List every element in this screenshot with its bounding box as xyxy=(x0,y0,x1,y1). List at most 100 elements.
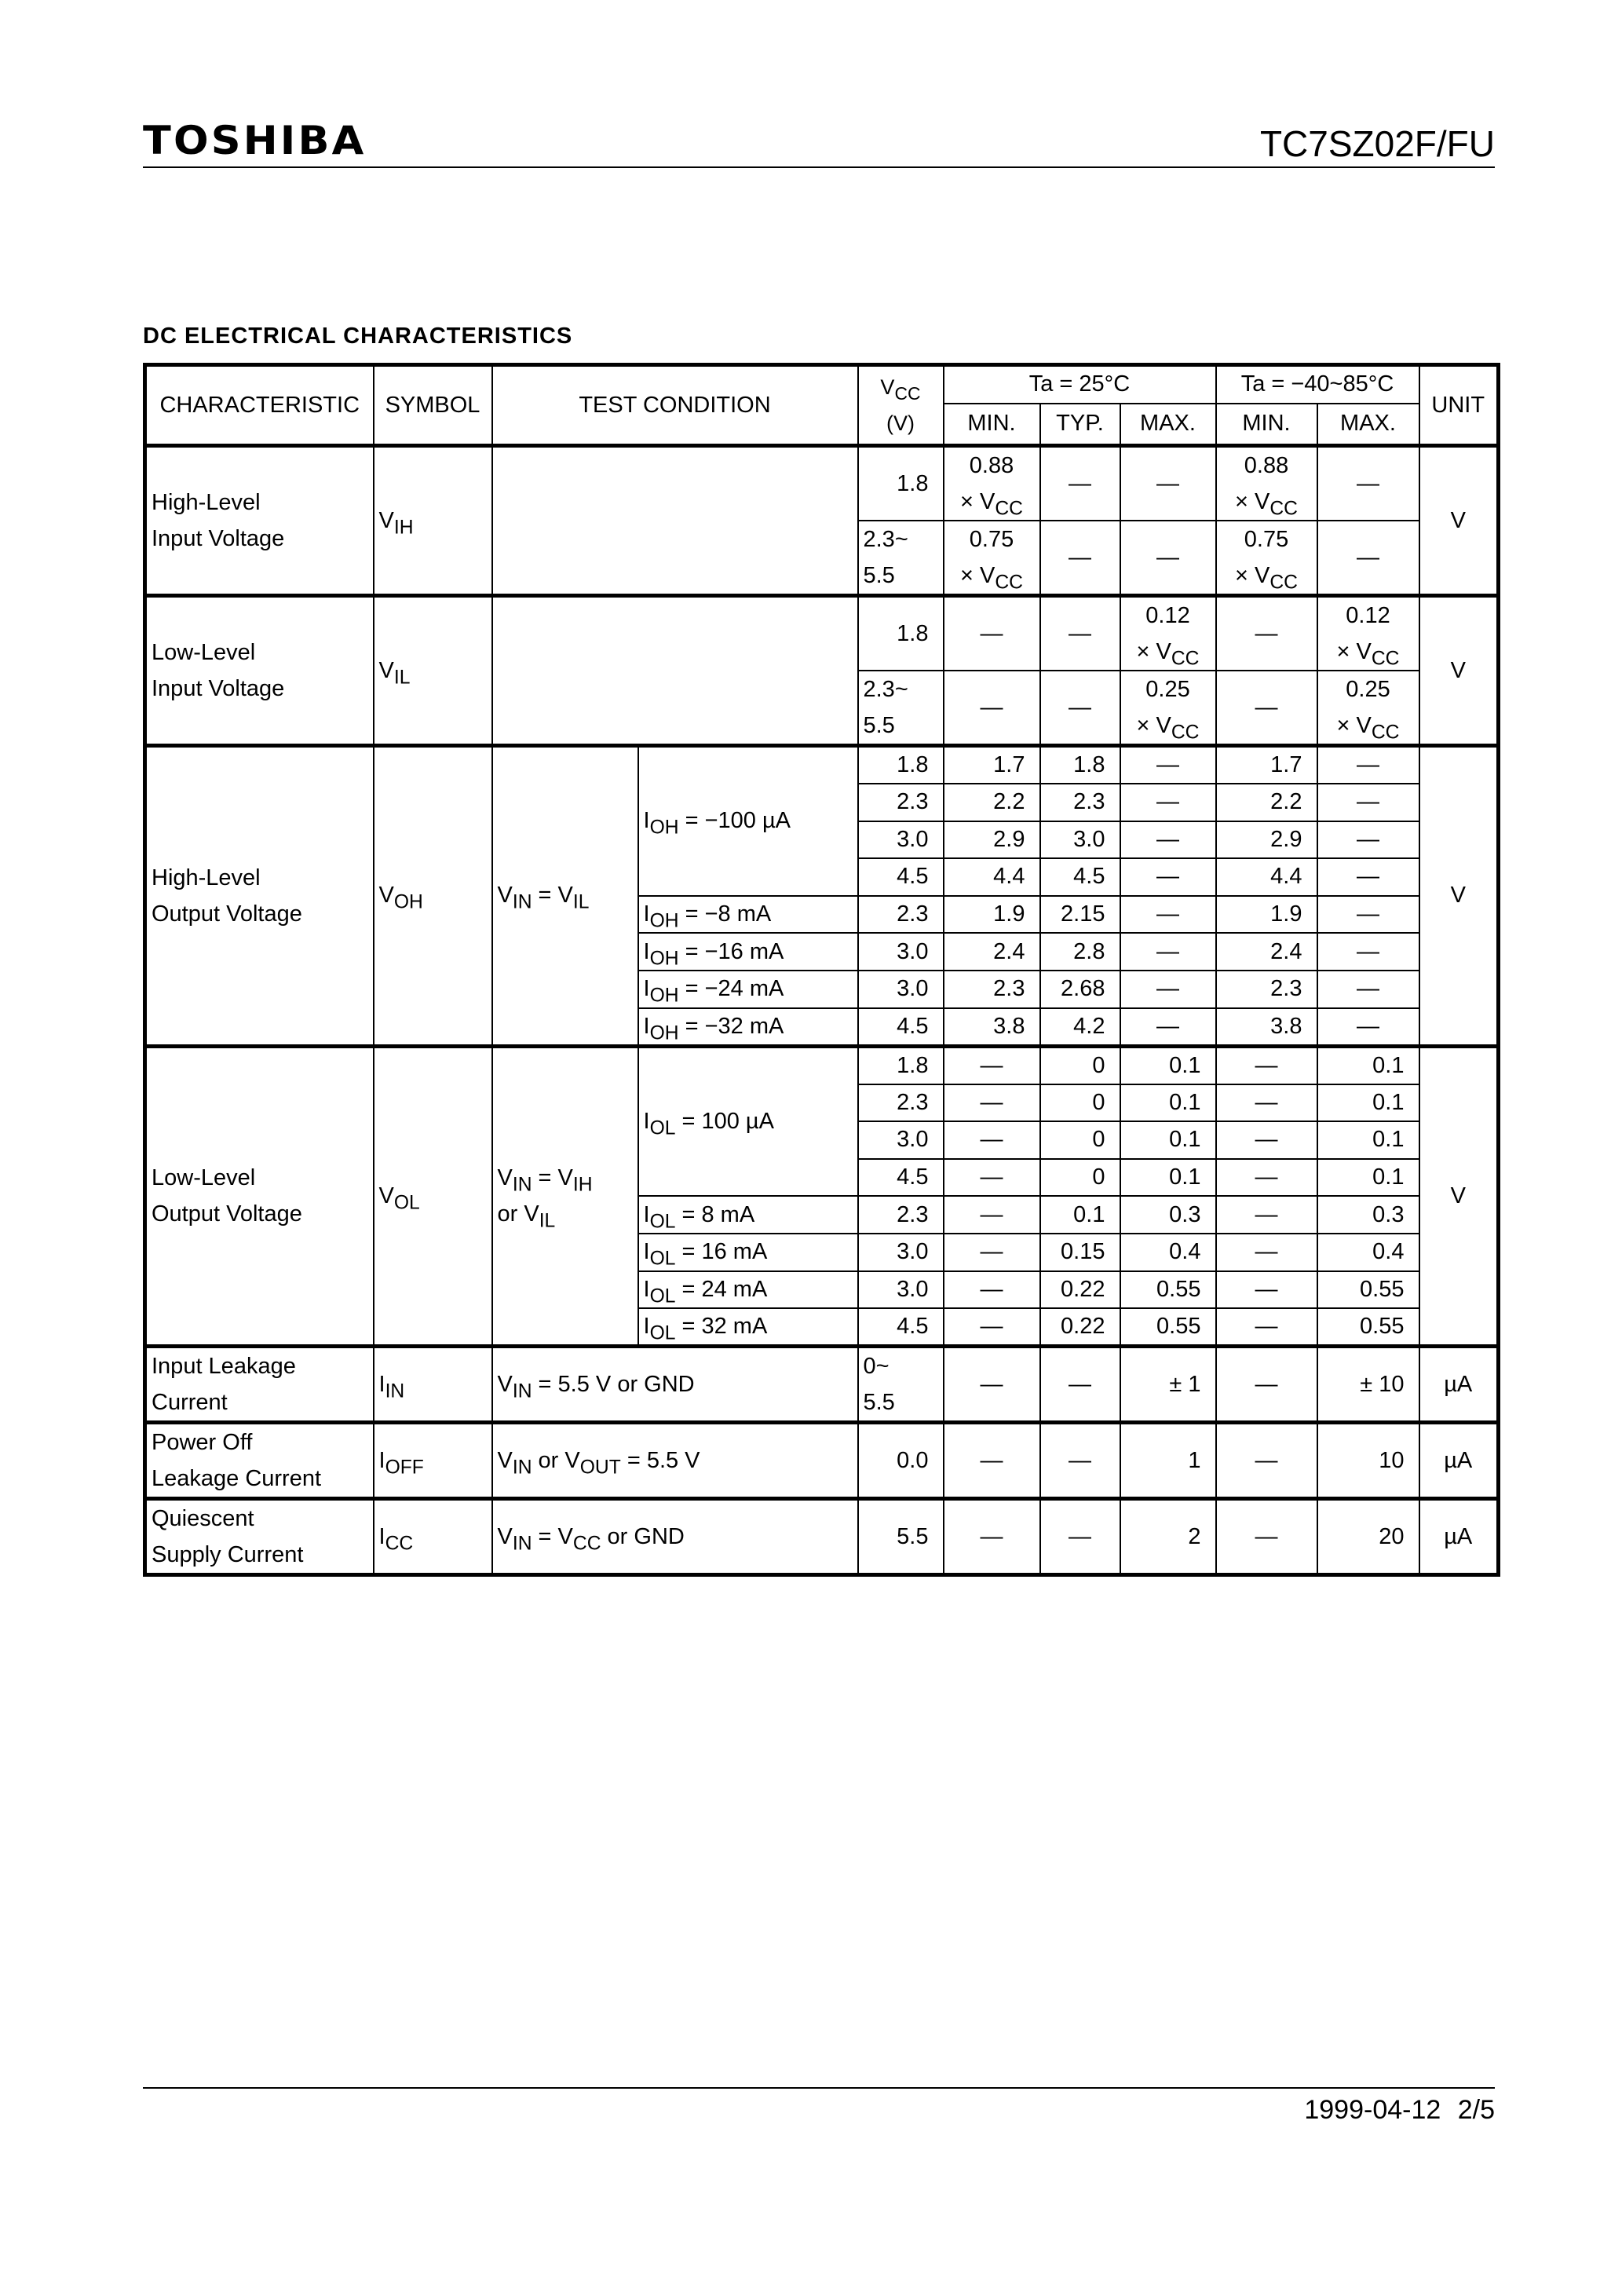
min-25c-cell: 2.3 xyxy=(942,969,1041,1009)
symbol-cell: VIH xyxy=(372,444,493,597)
min-25c-cell: — xyxy=(942,670,1041,747)
table-row: 4.5—0 0.1—0.1 xyxy=(145,1157,1499,1197)
min-25c-cell: — xyxy=(942,1344,1041,1424)
typ-25c-cell: 0 xyxy=(1039,1121,1121,1160)
current-condition-cell: IOL = 100 µA xyxy=(637,1044,859,1197)
min-range-cell: 0.75 × VCC xyxy=(1215,520,1318,597)
min-range-cell: — xyxy=(1215,1497,1318,1576)
current-condition-cell: IOL = 16 mA xyxy=(637,1232,859,1272)
table-row: IOL = 16 mA 3.0—0.15 0.4—0.4 xyxy=(145,1232,1499,1272)
max-25c-cell: 0.1 xyxy=(1119,1083,1217,1123)
test-condition-cell: VIN = VCC or GND xyxy=(491,1497,859,1576)
max-range-cell: — xyxy=(1316,444,1420,521)
table-row: 4.5 4.4 4.5—4.4— xyxy=(145,857,1499,897)
typ-25c-cell: — xyxy=(1039,1497,1121,1576)
current-condition-cell: IOH = −32 mA xyxy=(637,1007,859,1047)
current-condition-cell: IOL = 8 mA xyxy=(637,1195,859,1234)
typ-25c-cell: — xyxy=(1039,594,1121,671)
min-25c-cell: — xyxy=(942,1157,1041,1197)
table-row: 3.0—0 0.1—0.1 xyxy=(145,1121,1499,1160)
table-row: Input Leakage Current IIN VIN = 5.5 V or GN… xyxy=(144,1344,1500,1424)
vcc-cell: 2.3 xyxy=(857,1083,944,1123)
min-range-cell: — xyxy=(1215,1157,1318,1197)
max-range-cell: — xyxy=(1316,520,1420,597)
symbol-cell: IIN xyxy=(372,1344,493,1424)
vcc-cell: 3.0 xyxy=(857,1121,944,1160)
max-25c-cell: — xyxy=(1119,932,1217,971)
max-25c-cell: 0.4 xyxy=(1119,1232,1217,1272)
current-condition-cell: IOH = −8 mA xyxy=(637,894,859,934)
typ-25c-cell: — xyxy=(1039,1420,1121,1500)
min-range-cell: — xyxy=(1215,1121,1318,1160)
max-25c-cell: — xyxy=(1119,820,1217,860)
min-25c-cell: 2.4 xyxy=(942,932,1041,971)
min-range-cell: 1.9 xyxy=(1215,894,1318,934)
typ-25c-cell: 0.1 xyxy=(1039,1195,1121,1234)
unit-cell: V xyxy=(1418,1044,1500,1347)
min-25c-cell: — xyxy=(942,1195,1041,1234)
typ-25c-cell: 0 xyxy=(1039,1044,1121,1085)
table-row: IOL = 32 mA 4.5—0.22 0.55—0.55 xyxy=(145,1307,1499,1347)
header-symbol: SYMBOL xyxy=(372,364,493,447)
max-25c-cell: 0.1 xyxy=(1119,1121,1217,1160)
table-row: High-Level Input Voltage VIH 1.8 0.88 × VCC — —… xyxy=(144,444,1500,597)
max-range-cell: — xyxy=(1316,857,1420,897)
max-25c-cell: ± 1 xyxy=(1119,1344,1217,1424)
max-range-cell: 0.1 xyxy=(1316,1044,1420,1085)
max-25c-cell: — xyxy=(1119,783,1217,822)
unit-cell: µA xyxy=(1418,1497,1500,1576)
max-range-cell: 0.3 xyxy=(1316,1195,1420,1234)
min-25c-cell: 3.8 xyxy=(942,1007,1041,1047)
max-25c-cell: — xyxy=(1119,894,1217,934)
unit-cell: V xyxy=(1418,444,1500,597)
max-25c-cell: 0.55 xyxy=(1119,1307,1217,1347)
header-vcc: VCC (V) xyxy=(857,364,944,447)
characteristic-cell: High-Level Output Voltage xyxy=(144,744,374,1047)
max-range-cell: — xyxy=(1316,932,1420,971)
min-25c-cell: — xyxy=(942,1497,1041,1576)
vcc-cell: 4.5 xyxy=(857,857,944,897)
min-25c-cell: 2.9 xyxy=(942,820,1041,860)
dc-characteristics-table: CHARACTERISTIC SYMBOL TEST CONDITION VCC… xyxy=(143,363,1500,1578)
min-range-cell: 2.2 xyxy=(1215,783,1318,822)
typ-25c-cell: 0 xyxy=(1039,1157,1121,1197)
footer: 1999-04-12 2/5 xyxy=(1304,2095,1495,2126)
table-row: 2.3~ 5.5 0.75 × VCC — —0.75 × VCC — xyxy=(145,520,1499,597)
vcc-cell: 2.3 xyxy=(857,783,944,822)
symbol-cell: VOH xyxy=(372,744,493,1047)
min-25c-cell: — xyxy=(942,1307,1041,1347)
vcc-cell: 3.0 xyxy=(857,820,944,860)
min-25c-cell: 0.75 × VCC xyxy=(942,520,1041,597)
footer-divider xyxy=(143,2087,1495,2089)
min-25c-cell: — xyxy=(942,1270,1041,1310)
typ-25c-cell: 0 xyxy=(1039,1083,1121,1123)
header-test-condition: TEST CONDITION xyxy=(491,364,859,447)
min-range-cell: 2.4 xyxy=(1215,932,1318,971)
vcc-cell: 3.0 xyxy=(857,932,944,971)
max-25c-cell: — xyxy=(1119,1007,1217,1047)
vcc-cell: 5.5 xyxy=(857,1497,944,1576)
vcc-cell: 2.3~ 5.5 xyxy=(857,670,944,747)
max-25c-cell: 2 xyxy=(1119,1497,1217,1576)
min-25c-cell: 1.9 xyxy=(942,894,1041,934)
min-range-cell: — xyxy=(1215,594,1318,671)
min-25c-cell: — xyxy=(942,1121,1041,1160)
header-min: MIN. xyxy=(942,402,1041,448)
max-range-cell: — xyxy=(1316,820,1420,860)
min-25c-cell: 2.2 xyxy=(942,783,1041,822)
footer-date: 1999-04-12 xyxy=(1304,2095,1441,2125)
min-25c-cell: — xyxy=(942,1420,1041,1500)
characteristic-cell: Low-Level Output Voltage xyxy=(144,1044,374,1347)
max-25c-cell: — xyxy=(1119,520,1217,597)
header-unit: UNIT xyxy=(1418,364,1500,447)
typ-25c-cell: 0.22 xyxy=(1039,1307,1121,1347)
table-row: IOH = −8 mA 2.3 1.9 2.15—1.9— xyxy=(145,894,1499,934)
max-25c-cell: — xyxy=(1119,744,1217,784)
vcc-cell: 3.0 xyxy=(857,1270,944,1310)
vcc-cell: 4.5 xyxy=(857,1307,944,1347)
max-25c-cell: 0.1 xyxy=(1119,1157,1217,1197)
min-25c-cell: — xyxy=(942,1044,1041,1085)
table-row: Low-Level Input Voltage VIL 1.8— —0.12 × VCC —… xyxy=(144,594,1500,747)
max-range-cell: — xyxy=(1316,744,1420,784)
min-range-cell: — xyxy=(1215,1420,1318,1500)
